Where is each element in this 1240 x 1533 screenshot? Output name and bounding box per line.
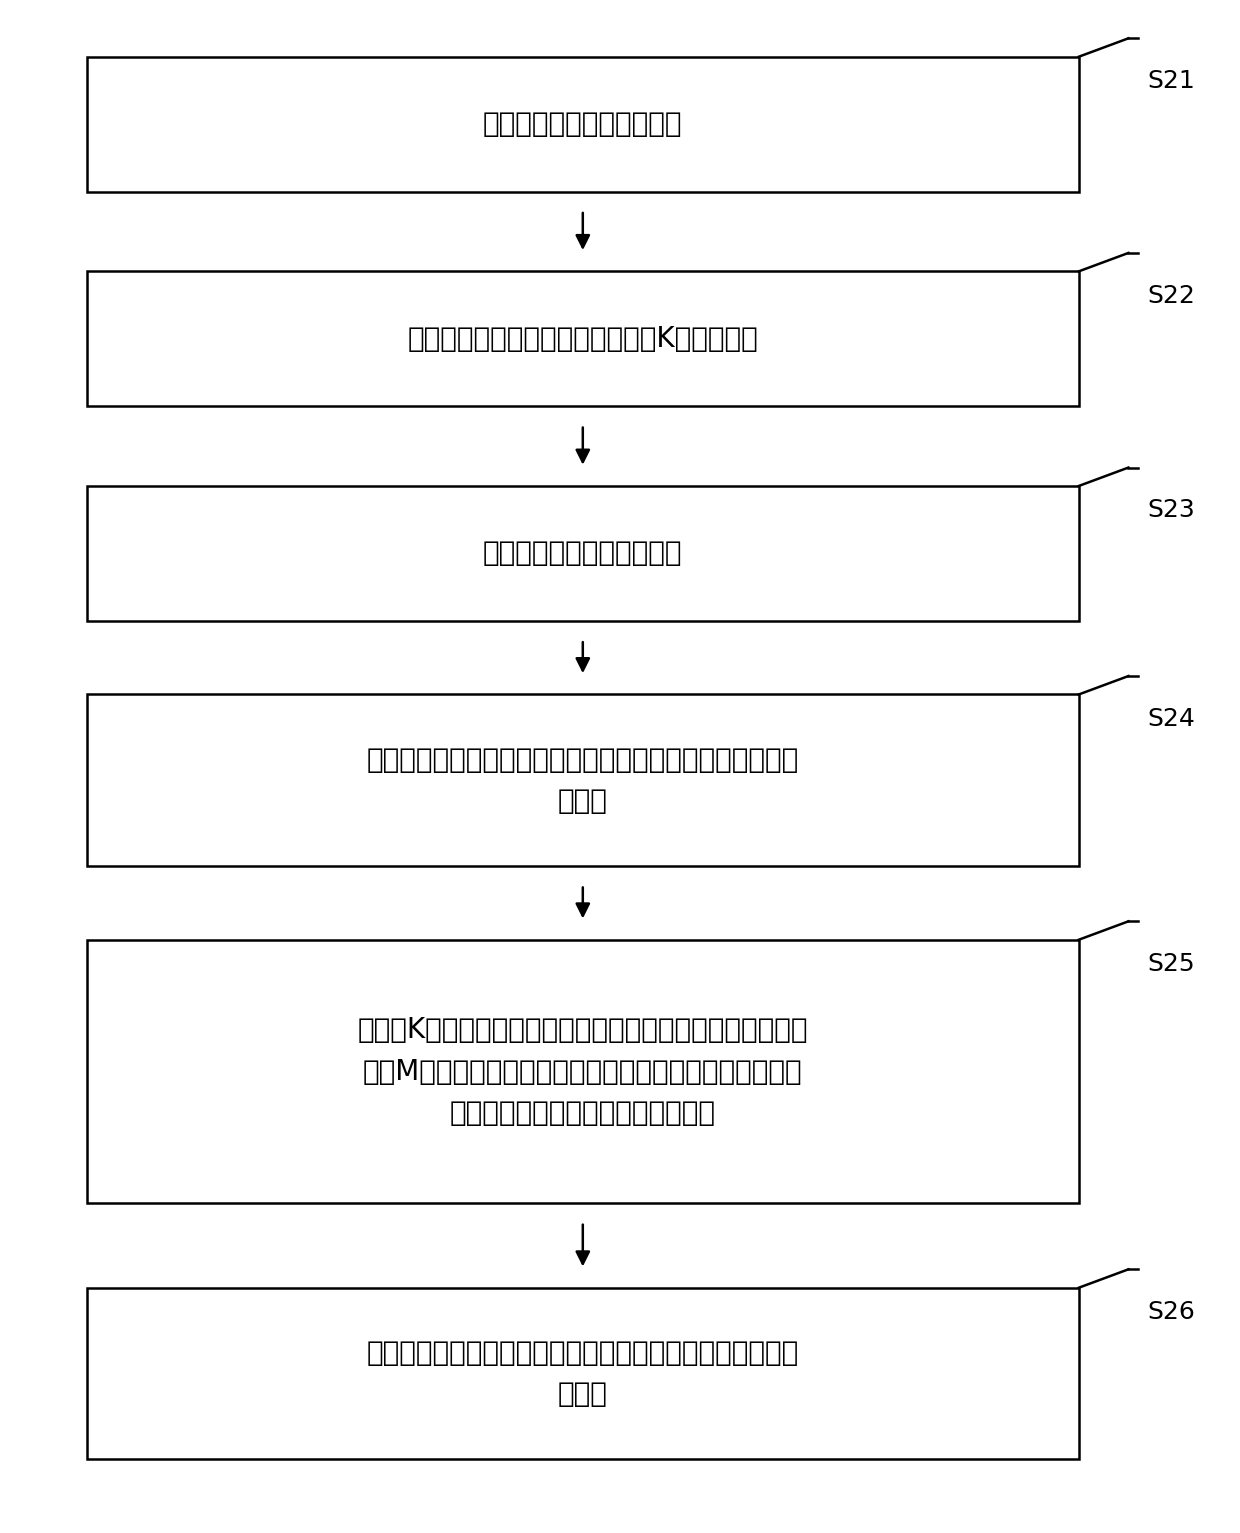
Text: S24: S24 xyxy=(1147,707,1195,731)
Bar xyxy=(87,57,1079,192)
Bar xyxy=(87,271,1079,406)
Text: 将所述波形信号按照单调性标记为K个信号线段: 将所述波形信号按照单调性标记为K个信号线段 xyxy=(408,325,758,353)
Text: 提取各信号线段的线段数据: 提取各信号线段的线段数据 xyxy=(484,540,682,567)
Text: S25: S25 xyxy=(1147,952,1194,977)
Text: S26: S26 xyxy=(1147,1300,1195,1325)
Bar xyxy=(87,486,1079,621)
Text: S23: S23 xyxy=(1147,498,1195,523)
Bar xyxy=(87,694,1079,866)
Text: S22: S22 xyxy=(1147,284,1195,308)
Bar xyxy=(87,1288,1079,1459)
Text: S21: S21 xyxy=(1147,69,1195,94)
Text: 获取滤波处理后的波形信号: 获取滤波处理后的波形信号 xyxy=(484,110,682,138)
Text: 根据所述各信号线段的线段数据确定所述波形信号的线段匹
配模板: 根据所述各信号线段的线段数据确定所述波形信号的线段匹 配模板 xyxy=(367,745,799,816)
Bar xyxy=(87,940,1079,1203)
Text: 根据所述目标波群的线段数据确定出所述波形信号的周期信
号数据: 根据所述目标波群的线段数据确定出所述波形信号的周期信 号数据 xyxy=(367,1338,799,1409)
Text: 将所述K个信号线段中的各信号线段与所述线段匹配模板中包
括的M个信号线段进行匹配，并根据所述各信号线段的匹配
结果确定出所述波形信号的目标波群: 将所述K个信号线段中的各信号线段与所述线段匹配模板中包 括的M个信号线段进行匹配… xyxy=(357,1016,808,1127)
